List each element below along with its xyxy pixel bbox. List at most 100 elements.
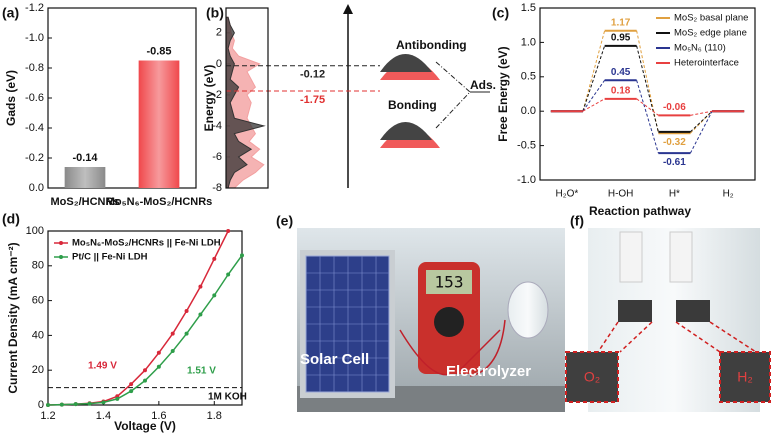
value-label: 0.45 xyxy=(611,67,631,78)
y-axis-label: Current Density (mA cm⁻²) xyxy=(6,242,20,393)
y-tick-label: 40 xyxy=(32,329,44,341)
annotation: 1.51 V xyxy=(187,366,216,377)
connector xyxy=(582,45,606,112)
y-tick-label: -0.2 xyxy=(25,152,44,164)
point xyxy=(198,312,203,317)
inset-label: O₂ xyxy=(584,369,600,385)
level-label: -1.75 xyxy=(300,94,325,106)
wires xyxy=(399,319,506,377)
point xyxy=(226,229,231,233)
bar-sheen xyxy=(138,60,180,188)
annotation: 1.49 V xyxy=(88,361,117,372)
x-axis-label: Voltage (V) xyxy=(114,419,176,433)
connector xyxy=(435,91,471,129)
inset xyxy=(719,351,771,403)
y-tick-label: -0.5 xyxy=(517,140,536,152)
level-label: -0.12 xyxy=(300,69,325,81)
value-label: -0.85 xyxy=(146,45,171,57)
y-tick-label: 0 xyxy=(38,399,44,411)
value-label: -0.06 xyxy=(663,102,686,113)
y-tick-label: -1.0 xyxy=(517,174,536,186)
y-tick-label: -0.8 xyxy=(25,62,44,74)
panel-label: (f) xyxy=(570,213,584,229)
meter-dial xyxy=(434,307,464,337)
connector xyxy=(689,110,713,154)
y-tick-label: 60 xyxy=(32,295,44,307)
photo-f: O₂ H₂ xyxy=(565,228,771,412)
clip xyxy=(669,231,693,283)
x-tick-label: Mo₅N₆-MoS₂/HCNRs xyxy=(106,196,213,208)
y-tick-label: -6 xyxy=(212,151,222,163)
annotation: Ads. xyxy=(470,78,496,92)
point xyxy=(226,272,231,277)
point xyxy=(87,401,92,406)
y-tick-label: 1.0 xyxy=(521,36,536,48)
x-tick-label: 1.2 xyxy=(40,410,55,422)
point xyxy=(170,349,175,354)
x-axis-label: Reaction pathway xyxy=(589,204,691,218)
panel-label: (d) xyxy=(2,211,20,227)
panel-label: (b) xyxy=(206,5,224,21)
plot-frame xyxy=(225,7,269,189)
annotation: Bonding xyxy=(388,98,437,112)
annotation: Antibonding xyxy=(396,38,467,52)
point xyxy=(184,331,189,336)
point xyxy=(156,364,161,369)
legend-label: Mo₅N₆ (110) xyxy=(674,43,726,54)
photo-label: Electrolyzer xyxy=(446,363,531,380)
connector xyxy=(636,98,659,116)
legend-marker xyxy=(59,241,63,245)
connector xyxy=(636,45,659,132)
point xyxy=(198,284,203,289)
connector xyxy=(690,110,713,134)
x-tick-label: 1.4 xyxy=(96,410,111,422)
legend-label: MoS₂ edge plane xyxy=(674,28,747,39)
connector xyxy=(582,98,605,112)
point xyxy=(129,389,134,394)
legend-label: Mo₅N₆-MoS₂/HCNRs || Fe-Ni LDH xyxy=(72,238,221,249)
inset-label: H₂ xyxy=(737,369,753,385)
connector xyxy=(636,30,659,134)
x-tick-label: H₂ xyxy=(723,189,734,200)
point xyxy=(101,400,106,405)
y-tick-label: 0.0 xyxy=(521,105,536,117)
y-tick-label: -8 xyxy=(212,182,222,194)
inset xyxy=(565,351,619,403)
value-label: -0.32 xyxy=(663,137,686,148)
y-tick-label: -0.4 xyxy=(25,122,44,134)
bar-sheen xyxy=(64,167,106,188)
arrow-head xyxy=(343,4,353,14)
orbital-schematic xyxy=(343,4,490,188)
point xyxy=(156,350,161,355)
value-label: -0.61 xyxy=(663,157,686,168)
panel-label: (c) xyxy=(492,5,509,21)
point xyxy=(129,382,134,387)
panel-label: (a) xyxy=(2,5,19,21)
value-label: 1.17 xyxy=(611,17,631,28)
meter-display: 153 xyxy=(435,273,464,292)
x-tick-label: MoS₂/HCNRs xyxy=(50,196,119,208)
legend-marker xyxy=(59,255,63,259)
y-tick-label: -0.6 xyxy=(25,92,44,104)
y-tick-label: 2 xyxy=(216,27,222,39)
connector xyxy=(435,61,471,93)
y-tick-label: 0.5 xyxy=(521,71,536,83)
y-axis-label: Gads (eV) xyxy=(4,70,18,126)
point xyxy=(59,402,64,407)
lobe xyxy=(380,122,432,140)
y-axis-label: Free Energy (eV) xyxy=(496,46,510,141)
y-tick-label: 80 xyxy=(32,260,44,272)
y-axis-label: Energy (eV) xyxy=(202,65,216,132)
connector xyxy=(636,80,659,154)
y-tick-label: 0.0 xyxy=(29,182,44,194)
value-label: 0.95 xyxy=(611,32,631,43)
y-tick-label: 1.5 xyxy=(521,2,536,14)
x-tick-label: 1.6 xyxy=(151,410,166,422)
x-tick-label: H* xyxy=(669,189,680,200)
annotation: 1M KOH xyxy=(208,392,247,403)
plot-frame xyxy=(539,7,756,181)
connector xyxy=(582,30,606,112)
clip xyxy=(619,231,643,283)
electrode xyxy=(618,300,652,322)
plot-frame xyxy=(47,230,243,406)
